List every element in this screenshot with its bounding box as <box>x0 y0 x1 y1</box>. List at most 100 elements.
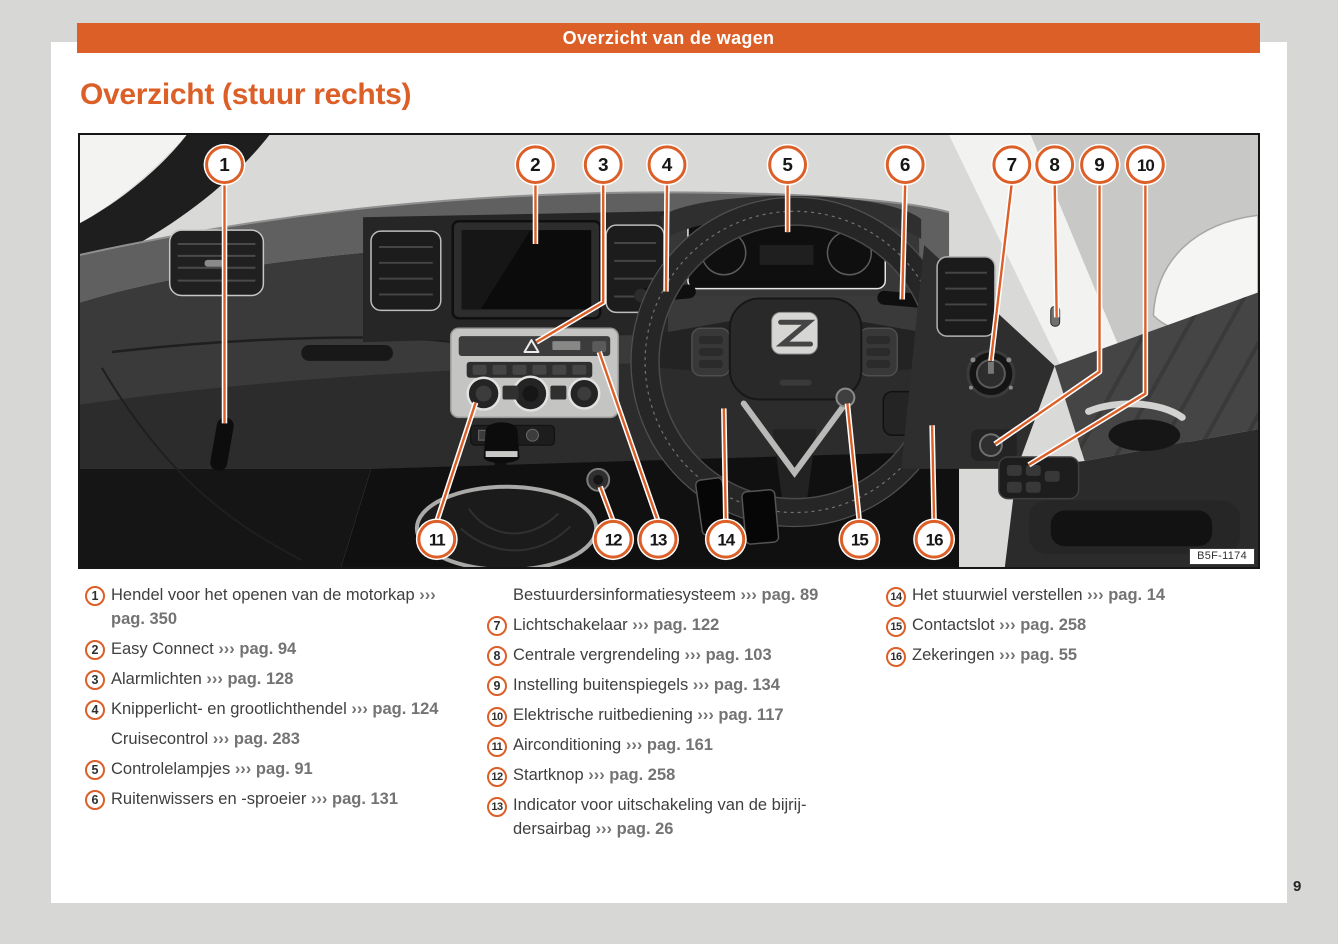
callout-leader-line <box>901 182 907 300</box>
legend-item-text: Cruisecontrol ››› pag. 283 <box>111 730 300 748</box>
callout-number: 14 <box>717 531 735 550</box>
callout-circle <box>647 145 687 185</box>
legend-item-text: Lichtschakelaar ››› pag. 122 <box>513 616 720 634</box>
callout-9: 9 <box>993 143 1121 447</box>
legend-item-text: Hendel voor het openen van de motorkap ›… <box>111 586 436 628</box>
callout-circle <box>1035 145 1075 185</box>
callout-number: 9 <box>1094 155 1105 176</box>
legend-number-badge: 5 <box>85 760 105 780</box>
page-reference: ››› pag. 55 <box>999 646 1078 664</box>
legend-item-text: Indicator voor uitschakeling van de bijr… <box>513 796 807 838</box>
callout-circle <box>638 519 678 559</box>
legend-item-5: 5 Controlelampjes ››› pag. 91 <box>85 757 469 781</box>
legend-number-badge: 8 <box>487 646 507 666</box>
legend-item-8: 8 Centrale vergrendeling ››› pag. 103 <box>487 643 871 667</box>
legend-number-badge: 10 <box>487 707 507 727</box>
callout-number: 13 <box>650 531 667 550</box>
legend-item-text: Instelling buitenspiegels ››› pag. 134 <box>513 676 780 694</box>
infotainment-screen <box>451 219 602 320</box>
climate-panel <box>449 327 619 419</box>
callout-leader-line <box>989 182 1014 362</box>
section-title: Overzicht (stuur rechts) <box>80 78 412 111</box>
callout-circle <box>914 519 954 559</box>
window-switches <box>998 456 1080 500</box>
callout-16: 16 <box>913 425 956 561</box>
legend-item-continuation: Bestuurdersinformatiesysteem ››› pag. 89 <box>487 583 871 607</box>
callout-circle <box>992 145 1032 185</box>
page-reference: ››› pag. 91 <box>234 760 313 778</box>
steering-button-pod-left <box>691 327 731 377</box>
page-reference: ››› pag. 128 <box>206 670 294 688</box>
legend-item-13: 13 Indicator voor uitschakeling van de bi… <box>487 793 871 841</box>
legend-number-badge: 6 <box>85 790 105 810</box>
page-reference: ››› pag. 350 <box>111 586 436 628</box>
legend-item-16: 16 Zekeringen ››› pag. 55 <box>886 643 1270 667</box>
center-left-vent <box>370 230 442 312</box>
callout-circle <box>706 519 746 559</box>
page-reference: ››› pag. 14 <box>1087 586 1166 604</box>
chapter-title: Overzicht van de wagen <box>562 27 775 48</box>
callout-14: 14 <box>704 408 747 561</box>
callout-leader-line <box>930 425 936 522</box>
page-reference: ››› pag. 26 <box>595 820 674 838</box>
legend-number-badge: 13 <box>487 797 507 817</box>
legend-item-15: 15 Contactslot ››› pag. 258 <box>886 613 1270 637</box>
legend-item-6: 6 Ruitenwissers en -sproeier ››› pag. 131 <box>85 787 469 811</box>
legend-item-text: Airconditioning ››› pag. 161 <box>513 736 713 754</box>
right-air-vent <box>936 256 996 337</box>
callout-number: 7 <box>1007 155 1018 176</box>
callout-leader-line <box>994 182 1101 446</box>
page-reference: ››› pag. 122 <box>632 616 720 634</box>
legend-number-badge: 11 <box>487 737 507 757</box>
callout-leader-line <box>1028 182 1147 466</box>
legend-number-badge: 12 <box>487 767 507 787</box>
legend-item-text: Centrale vergrendeling ››› pag. 103 <box>513 646 772 664</box>
legend-item-14: 14 Het stuurwiel verstellen ››› pag. 14 <box>886 583 1270 607</box>
legend-item-text: Elektrische ruitbediening ››› pag. 117 <box>513 706 784 724</box>
callout-number: 4 <box>662 155 673 176</box>
callout-4: 4 <box>646 143 688 292</box>
callout-number: 5 <box>782 155 793 176</box>
legend-item-4: 4 Knipperlicht- en grootlichthendel ››› p… <box>85 697 469 721</box>
callout-11: 11 <box>415 401 479 561</box>
page-reference: ››› pag. 258 <box>588 766 676 784</box>
callout-number: 6 <box>900 155 911 176</box>
callout-leader-line <box>846 403 861 522</box>
page-reference: ››› pag. 94 <box>218 640 297 658</box>
callout-circle <box>205 145 244 185</box>
legend-item-3: 3 Alarmlichten ››› pag. 128 <box>85 667 469 691</box>
legend-item-text: Easy Connect ››› pag. 94 <box>111 640 297 658</box>
page-reference: ››› pag. 124 <box>351 700 439 718</box>
callout-leader-line <box>535 182 605 344</box>
climate-knob-right <box>568 377 601 410</box>
legend-item-text: Contactslot ››› pag. 258 <box>912 616 1087 634</box>
callout-number: 15 <box>851 531 868 550</box>
callout-number: 3 <box>598 155 609 176</box>
legend-column-1: 1 Hendel voor het openen van de motorkap … <box>85 583 469 817</box>
callout-3: 3 <box>535 143 625 345</box>
callout-circle <box>768 145 808 185</box>
hazard-light-button <box>523 339 540 353</box>
callout-1: 1 <box>203 143 246 424</box>
legend-item-text: Het stuurwiel verstellen ››› pag. 14 <box>912 586 1166 604</box>
legend-number-badge: 9 <box>487 676 507 696</box>
callout-circle <box>593 519 633 559</box>
callout-circle <box>1125 145 1165 185</box>
callout-number: 1 <box>219 155 230 176</box>
callout-leader-line <box>722 408 728 522</box>
left-air-vent <box>168 229 265 297</box>
callout-circle <box>583 145 623 185</box>
callout-10: 10 <box>1027 143 1167 468</box>
legend-number-badge: 3 <box>85 670 105 690</box>
legend-item-text: Alarmlichten ››› pag. 128 <box>111 670 294 688</box>
legend-column-3: 14 Het stuurwiel verstellen ››› pag. 14 15… <box>886 583 1270 673</box>
legend-number-badge: 16 <box>886 647 906 667</box>
legend-number-badge: 2 <box>85 640 105 660</box>
legend-number-badge: 1 <box>85 586 105 606</box>
chapter-header-bar: Overzicht van de wagen <box>77 23 1260 53</box>
callout-number: 8 <box>1049 155 1060 176</box>
legend-column-2: Bestuurdersinformatiesysteem ››› pag. 89… <box>487 583 871 847</box>
legend-item-text: Zekeringen ››› pag. 55 <box>912 646 1078 664</box>
callout-number: 12 <box>605 531 622 550</box>
page-reference: ››› pag. 89 <box>740 586 819 604</box>
